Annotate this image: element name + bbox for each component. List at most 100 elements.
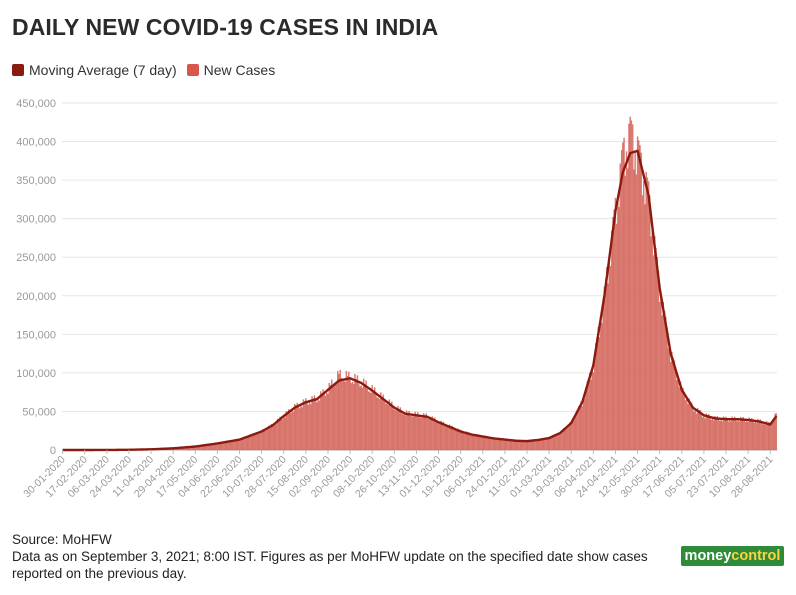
- bar-new-cases: [634, 151, 636, 451]
- bar-new-cases: [693, 411, 695, 451]
- bar-new-cases: [741, 418, 743, 451]
- bar-new-cases: [473, 435, 475, 451]
- bar-new-cases: [507, 439, 510, 451]
- bar-new-cases: [586, 381, 588, 451]
- bar-new-cases: [231, 440, 233, 451]
- bar-new-cases: [774, 413, 776, 451]
- bar-new-cases: [364, 383, 366, 451]
- bar-new-cases: [573, 420, 575, 451]
- bar-new-cases: [754, 421, 757, 451]
- bar-new-cases: [541, 440, 543, 451]
- bar-new-cases: [496, 439, 499, 451]
- bar-new-cases: [617, 198, 619, 451]
- moving-average-line: [62, 149, 778, 452]
- bar-new-cases: [238, 440, 241, 451]
- bar-new-cases: [708, 414, 710, 451]
- bar-new-cases: [643, 181, 645, 451]
- bar-new-cases: [694, 410, 696, 451]
- bar-new-cases: [769, 424, 771, 451]
- bar-new-cases: [383, 401, 386, 451]
- bar-new-cases: [725, 416, 727, 451]
- bar-new-cases: [358, 383, 360, 451]
- bar-new-cases: [722, 416, 725, 451]
- bar-new-cases: [630, 120, 633, 451]
- bar-new-cases: [477, 434, 479, 451]
- bar-new-cases: [374, 387, 376, 451]
- bar-new-cases: [721, 421, 723, 451]
- bar-new-cases: [327, 393, 329, 451]
- bar-new-cases: [764, 425, 766, 451]
- bar-new-cases: [717, 418, 720, 451]
- bar-new-cases: [711, 418, 714, 451]
- bar-new-cases: [690, 402, 693, 451]
- bar-new-cases: [316, 402, 318, 451]
- legend-item-moving-average[interactable]: Moving Average (7 day): [12, 62, 177, 78]
- legend-swatch-moving-average: [12, 64, 24, 76]
- bar-new-cases: [638, 140, 640, 451]
- bar-new-cases: [407, 413, 409, 451]
- bar-new-cases: [269, 425, 271, 451]
- bar-new-cases: [432, 419, 435, 451]
- bar-new-cases: [620, 150, 623, 451]
- bar-new-cases: [631, 124, 634, 451]
- bar-new-cases: [252, 433, 254, 451]
- bar-new-cases: [471, 435, 473, 451]
- bar-new-cases: [442, 421, 445, 451]
- bar-new-cases: [729, 419, 731, 451]
- bar-new-cases: [434, 417, 436, 451]
- bar-new-cases: [240, 439, 242, 451]
- bar-new-cases: [724, 417, 726, 451]
- bar-new-cases: [253, 432, 255, 451]
- bar-new-cases: [401, 413, 403, 451]
- bar-new-cases: [604, 278, 607, 451]
- legend-item-new-cases[interactable]: New Cases: [186, 62, 275, 78]
- bar-new-cases: [300, 405, 302, 451]
- note-text: Data as on September 3, 2021; 8:00 IST. …: [12, 549, 648, 581]
- moneycontrol-logo[interactable]: moneycontrol: [681, 546, 784, 566]
- bar-new-cases: [614, 197, 617, 451]
- bar-new-cases: [678, 387, 680, 451]
- bar-new-cases: [444, 426, 446, 451]
- bar-new-cases: [474, 433, 477, 451]
- bar-new-cases: [429, 419, 431, 451]
- bar-new-cases: [319, 391, 322, 451]
- bar-new-cases: [555, 435, 558, 451]
- bar-new-cases: [274, 423, 276, 451]
- bar-new-cases: [391, 401, 393, 451]
- bar-new-cases: [751, 418, 753, 451]
- bar-new-cases: [463, 433, 465, 451]
- bar-new-cases: [501, 438, 504, 451]
- bar-new-cases: [412, 416, 414, 451]
- bar-new-cases: [697, 408, 699, 451]
- bar-new-cases: [263, 429, 265, 451]
- bar-new-cases: [584, 398, 586, 451]
- bar-new-cases: [381, 396, 383, 451]
- bar-new-cases: [221, 443, 223, 451]
- bar-new-cases: [339, 369, 341, 451]
- bar-new-cases: [673, 360, 676, 451]
- bar-new-cases: [651, 230, 653, 451]
- bar-new-cases: [654, 235, 656, 451]
- y-tick-label: 300,000: [16, 214, 56, 226]
- bar-new-cases: [445, 426, 447, 451]
- bar-new-cases: [758, 420, 760, 451]
- bar-new-cases: [698, 410, 700, 451]
- bar-new-cases: [295, 405, 297, 451]
- bar-new-cases: [525, 440, 527, 451]
- bar-new-cases: [321, 393, 323, 451]
- bar-new-cases: [335, 383, 338, 451]
- bar-new-cases: [285, 411, 287, 451]
- bar-new-cases: [629, 116, 631, 451]
- bar-new-cases: [386, 404, 388, 451]
- bar-new-cases: [270, 424, 273, 451]
- bar-new-cases: [372, 390, 375, 451]
- bar-new-cases: [306, 402, 308, 451]
- bar-new-cases: [514, 440, 516, 451]
- bar-new-cases: [462, 432, 464, 451]
- bar-new-cases: [759, 419, 762, 451]
- bar-new-cases: [692, 406, 694, 451]
- bar-new-cases: [475, 434, 478, 451]
- y-tick-label: 0: [50, 445, 56, 457]
- bar-new-cases: [466, 431, 468, 451]
- bar-new-cases: [686, 398, 688, 451]
